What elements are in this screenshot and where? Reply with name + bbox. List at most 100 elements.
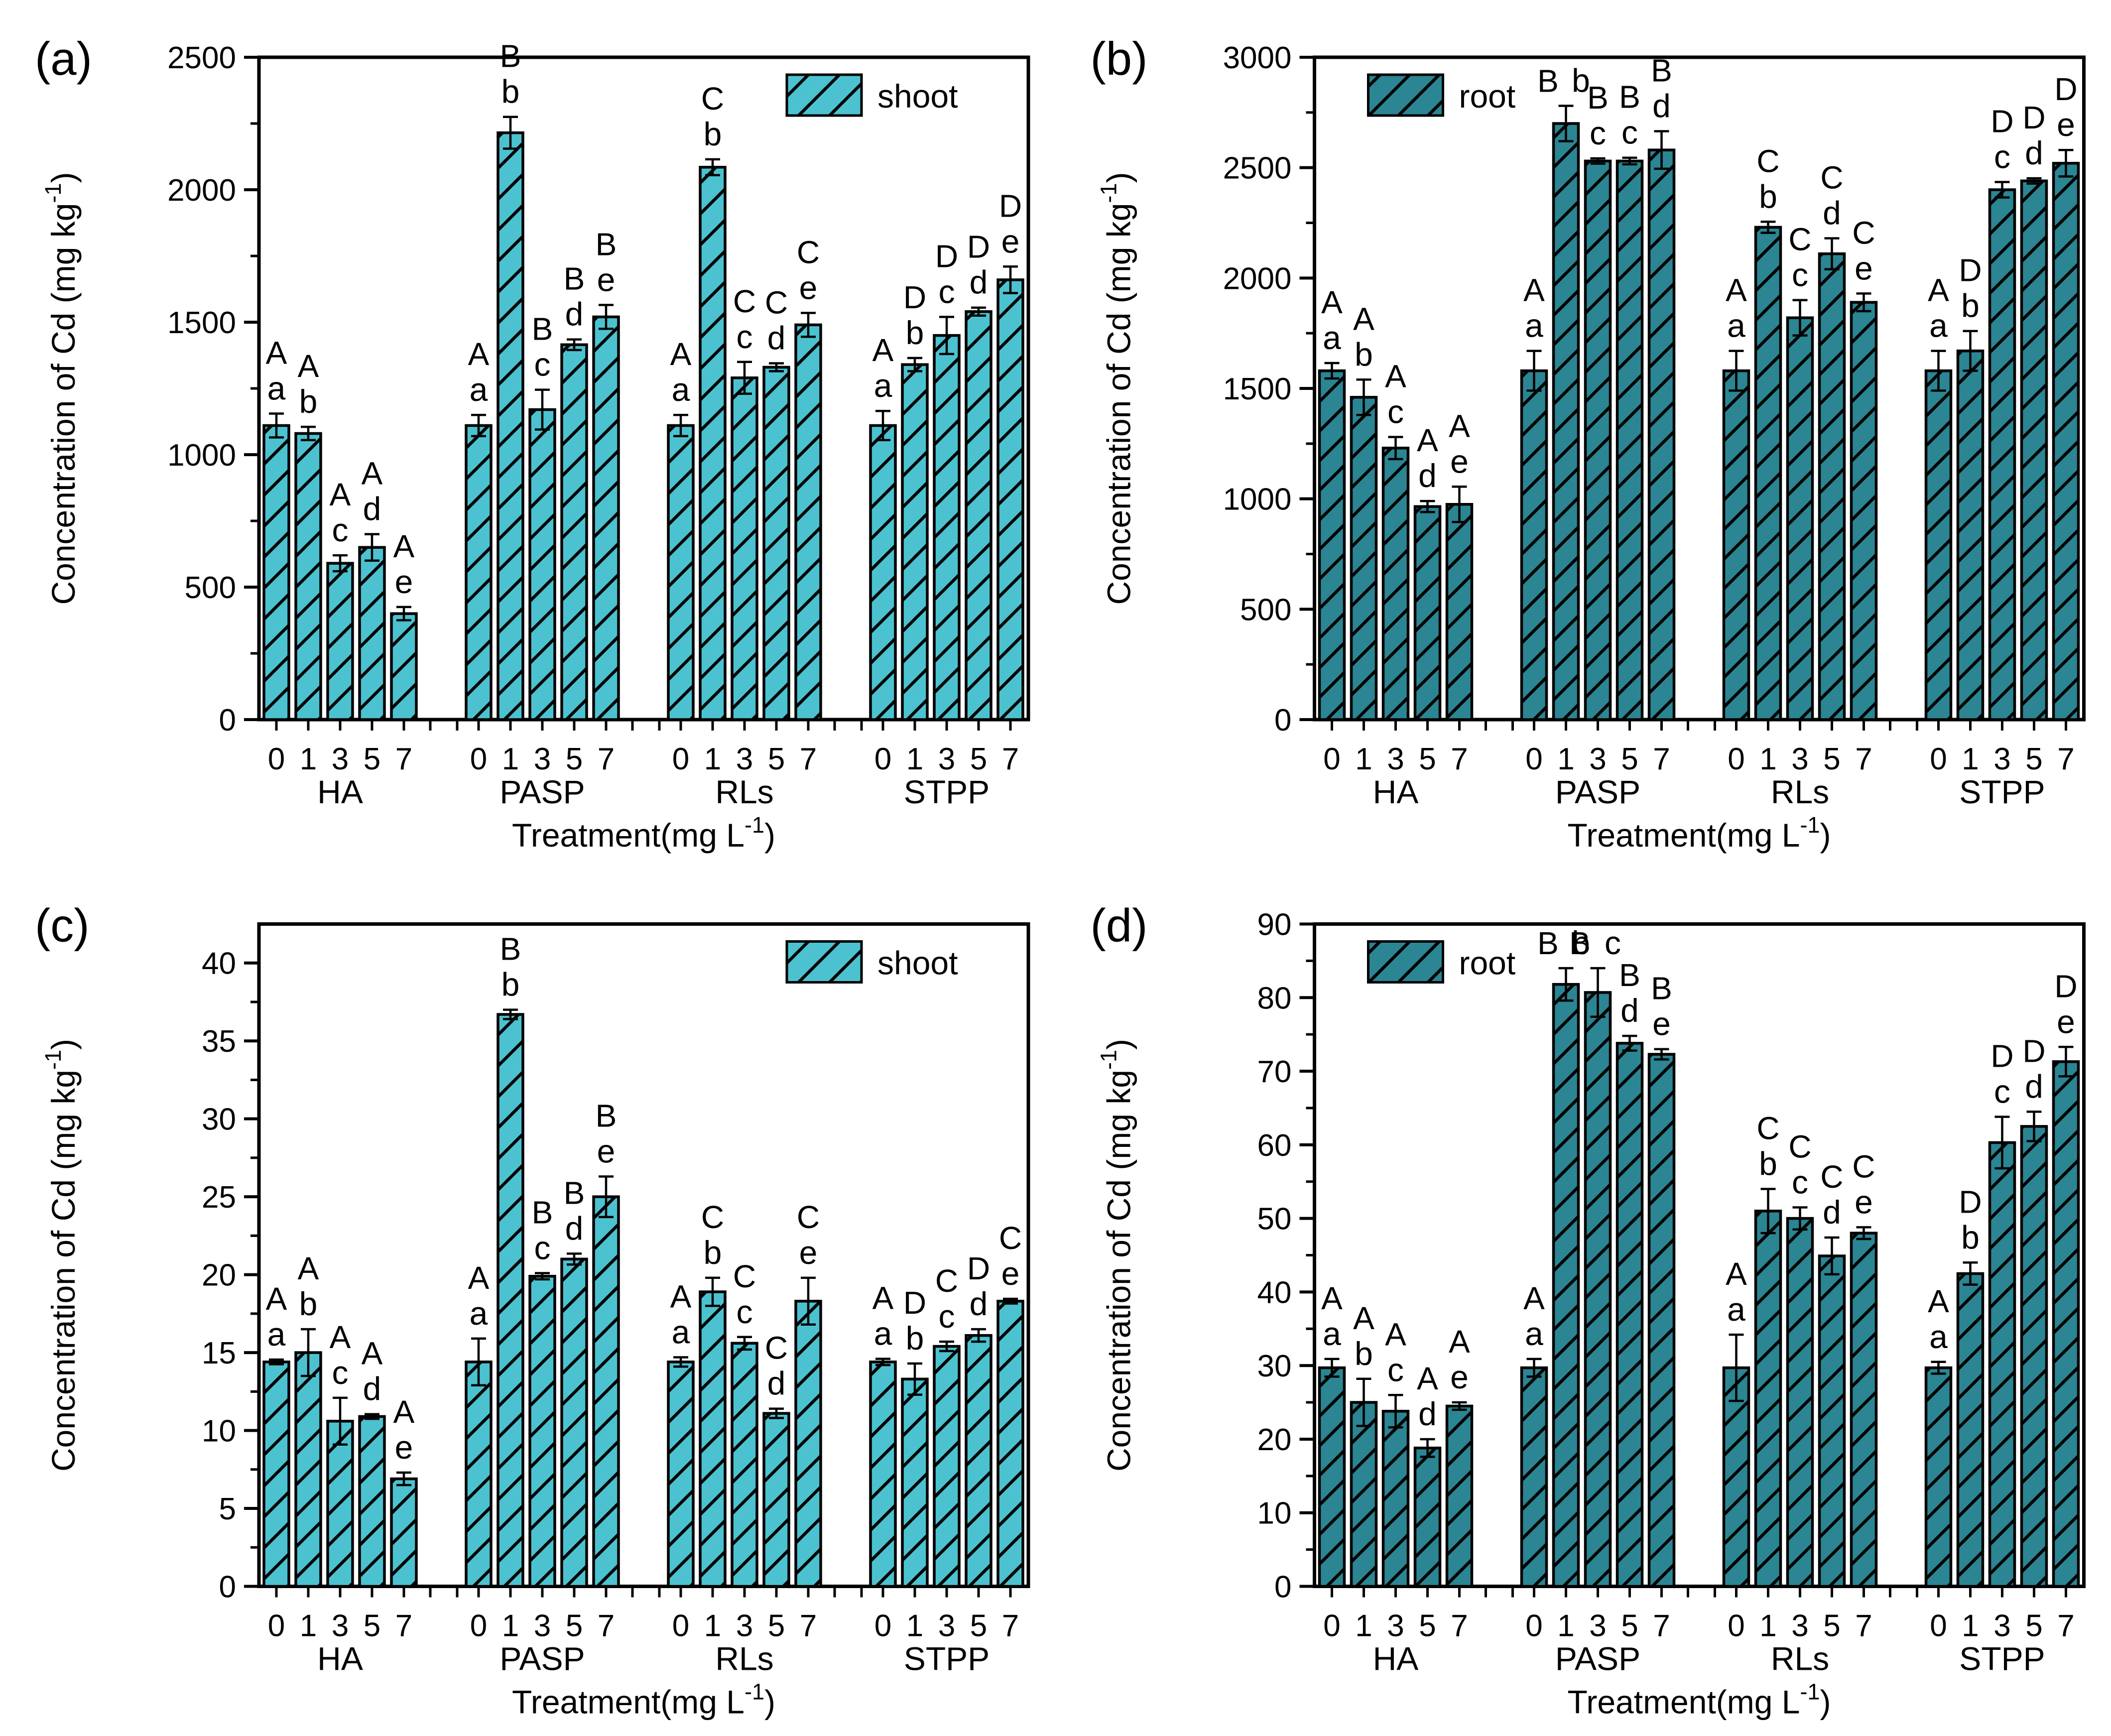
sig-letter-lower: a <box>874 1315 892 1352</box>
panel-b: (b)050010001500200025003000Concentration… <box>1091 32 2086 854</box>
axis-title-sup: -1 <box>40 1050 66 1070</box>
sig-letter-upper: A <box>1928 272 1949 308</box>
x-tick-label: 0 <box>874 1609 891 1643</box>
x-tick-label: 1 <box>704 742 721 776</box>
sig-letter-upper: A <box>298 1250 319 1286</box>
panel-tag-b: (b) <box>1091 32 1148 85</box>
sig-letter-lower: a <box>1323 319 1341 356</box>
axis-title-close: ) <box>764 817 775 854</box>
bar-HA-1 <box>1350 395 1378 721</box>
bar-STPP-7 <box>996 1300 1024 1588</box>
x-tick-label: 0 <box>1525 1609 1542 1643</box>
sig-letter-lower: d <box>2025 134 2043 171</box>
bar-STPP-3 <box>933 1345 961 1588</box>
bar-PASP-3 <box>1584 159 1612 721</box>
sig-letter-upper: B <box>1537 925 1559 961</box>
group-label-PASP: PASP <box>1555 773 1640 810</box>
sig-letter-lower: b <box>299 383 318 420</box>
x-tick-label: 7 <box>1653 1609 1670 1643</box>
bar-HA-5 <box>1413 505 1442 721</box>
sig-letter-upper: C <box>1756 1111 1779 1146</box>
x-tick-label: 3 <box>938 1609 955 1643</box>
sig-letter-upper: A <box>1523 1280 1545 1316</box>
bar-PASP-1 <box>497 1013 524 1588</box>
y-tick-label: 35 <box>202 1024 236 1059</box>
bar-PASP-0 <box>1520 369 1548 721</box>
sig-letter-lower: e <box>395 563 413 600</box>
sig-letter-upper: B <box>596 226 617 262</box>
y-tick-label: 0 <box>1274 703 1291 738</box>
sig-letter-upper: C <box>935 1263 958 1299</box>
x-tick-label: 0 <box>672 1609 689 1643</box>
group-label-RLs: RLs <box>715 1640 773 1677</box>
x-tick-label: 5 <box>1419 1609 1436 1643</box>
sig-letter-lower: b <box>906 314 924 351</box>
panel-tag-c: (c) <box>35 899 90 952</box>
legend-label-root: root <box>1459 945 1516 982</box>
sig-letter-upper: B <box>1651 53 1672 89</box>
legend-label-root: root <box>1459 78 1516 115</box>
y-tick-label: 50 <box>1257 1202 1292 1237</box>
x-tick-label: 3 <box>938 742 955 776</box>
sig-letter-upper: A <box>393 1394 415 1430</box>
x-tick-label: 1 <box>906 742 923 776</box>
sig-letter-upper: D <box>967 1250 990 1286</box>
y-tick-label: 5 <box>219 1492 236 1526</box>
sig-letter-upper: D <box>935 238 958 274</box>
sig-letter-lower: a <box>1525 307 1543 344</box>
x-tick-label: 5 <box>768 1609 785 1643</box>
x-tick-label: 0 <box>1728 1609 1744 1643</box>
axis-title-close: ) <box>1820 817 1831 854</box>
axis-title-close: ) <box>45 1039 82 1050</box>
x-tick-label: 0 <box>1323 1609 1340 1643</box>
sig-letter-lower: a <box>267 370 286 407</box>
x-tick-label: 7 <box>598 1609 615 1643</box>
x-tick-label: 7 <box>1451 742 1468 776</box>
x-tick-label: 1 <box>1962 742 1979 776</box>
bar-STPP-5 <box>965 310 993 721</box>
sig-letter-lower: c <box>737 318 753 355</box>
x-tick-label: 5 <box>1419 742 1436 776</box>
x-tick-label: 1 <box>1557 742 1574 776</box>
x-tick-label: 3 <box>1589 1609 1606 1643</box>
bar-STPP-7 <box>2052 1060 2080 1588</box>
sig-letter-lower: a <box>1929 1318 1948 1355</box>
sig-letter-upper: B <box>500 38 521 74</box>
x-axis-title: Treatment(mg L-1) <box>1567 1679 1831 1721</box>
legend-label-shoot: shoot <box>877 78 958 115</box>
bar-PASP-5 <box>560 343 588 721</box>
axis-title-text: Concentration of Cd (mg kg <box>1101 1070 1137 1472</box>
x-tick-label: 7 <box>1002 1609 1019 1643</box>
x-tick-label: 3 <box>736 1609 753 1643</box>
bar-HA-3 <box>326 1420 354 1588</box>
sig-letter-lower: c <box>534 1229 551 1266</box>
axis-title-sup: -1 <box>1800 1679 1820 1705</box>
sig-letter-upper: A <box>266 335 287 371</box>
x-tick-label: 5 <box>364 742 380 776</box>
bar-STPP-5 <box>2020 179 2048 721</box>
sig-letter-upper: D <box>903 279 926 315</box>
sig-letter-lower: e <box>1652 1005 1671 1042</box>
x-tick-label: 1 <box>1355 742 1372 776</box>
sig-letter-upper: D <box>999 188 1022 224</box>
x-tick-label: 7 <box>395 1609 412 1643</box>
x-tick-label: 1 <box>502 742 519 776</box>
y-tick-label: 70 <box>1257 1055 1292 1089</box>
sig-letter-lower: b <box>1759 1145 1777 1182</box>
bar-PASP-0 <box>465 424 493 721</box>
y-tick-label: 2500 <box>1223 151 1292 186</box>
bar-PASP-1 <box>1552 983 1580 1588</box>
x-tick-label: 7 <box>1653 742 1670 776</box>
y-tick-label: 2500 <box>167 41 236 75</box>
sig-letter-lower: e <box>799 1234 818 1271</box>
bar-RLs-7 <box>1850 1232 1878 1588</box>
sig-letter-upper: C <box>797 1199 820 1235</box>
y-tick-label: 40 <box>1257 1275 1292 1310</box>
sig-letter-upper: D <box>1959 1184 1982 1220</box>
sig-letter-upper: A <box>1321 1280 1343 1316</box>
bar-HA-3 <box>326 562 354 721</box>
sig-letter-upper: A <box>872 1280 894 1316</box>
plot-frame <box>1313 55 2086 722</box>
y-tick-label: 500 <box>185 571 236 605</box>
